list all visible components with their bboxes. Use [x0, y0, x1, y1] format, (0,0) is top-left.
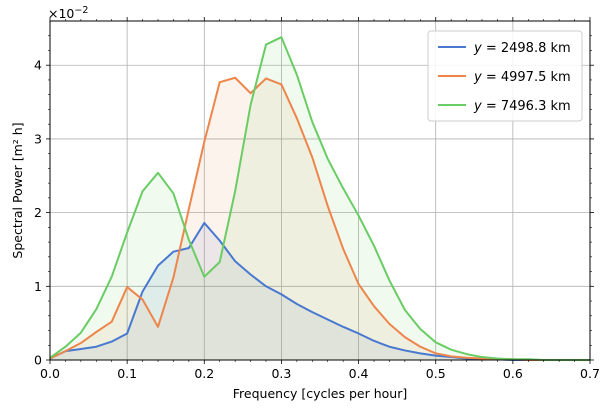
series-fill-2	[50, 77, 590, 360]
x-tick-label: 0.5	[426, 366, 446, 381]
y-tick-label: 1	[34, 279, 42, 294]
axes-frame	[49, 20, 591, 361]
legend-label-3: y = 7496.3 km	[473, 99, 571, 114]
legend: y = 2498.8 kmy = 4997.5 kmy = 7496.3 km	[427, 30, 583, 122]
y-tick-label: 0	[34, 353, 42, 368]
ticks	[46, 17, 594, 364]
legend-eq: = 7496.3 km	[482, 99, 571, 114]
y-tick-label: 3	[34, 131, 42, 146]
legend-eq: = 2498.8 km	[482, 41, 571, 56]
series-fill-1	[50, 222, 590, 360]
y-multiplier-base: ×10	[48, 6, 74, 21]
legend-var: y	[473, 99, 482, 114]
legend-box	[427, 30, 583, 122]
legend-label-1: y = 2498.8 km	[473, 41, 571, 56]
y-tick-label: 2	[34, 205, 42, 220]
x-tick-label: 0.6	[503, 366, 523, 381]
series-line-3	[49, 36, 590, 361]
x-tick-label: 0.0	[40, 366, 60, 381]
y-multiplier-exponent: −2	[74, 5, 88, 16]
x-tick-label: 0.1	[117, 366, 137, 381]
x-tick-label: 0.4	[349, 366, 369, 381]
y-tick-label: 4	[34, 58, 42, 73]
x-tick-label: 0.7	[580, 366, 600, 381]
x-tick-label: 0.3	[271, 366, 291, 381]
y-axis-title: Spectral Power [m² h]	[10, 122, 25, 258]
legend-var: y	[473, 70, 482, 85]
legend-var: y	[473, 41, 482, 56]
series-fill-3	[50, 37, 590, 361]
x-axis-title: Frequency [cycles per hour]	[233, 386, 407, 401]
x-tick-label: 0.2	[194, 366, 214, 381]
legend-label-2: y = 4997.5 km	[473, 70, 571, 85]
y-multiplier-label: ×10−2	[48, 5, 88, 21]
legend-eq: = 4997.5 km	[482, 70, 571, 85]
